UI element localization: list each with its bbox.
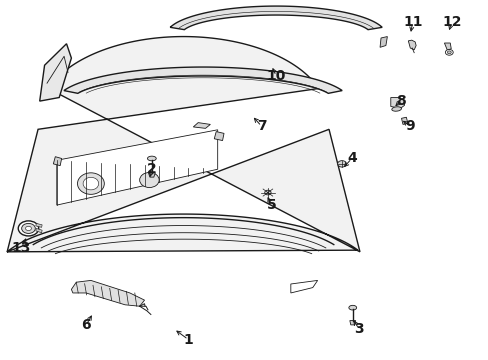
Polygon shape bbox=[40, 44, 71, 101]
Polygon shape bbox=[390, 98, 404, 108]
Text: 11: 11 bbox=[402, 15, 422, 29]
Text: 5: 5 bbox=[266, 198, 276, 212]
Polygon shape bbox=[71, 280, 144, 306]
Text: 2: 2 bbox=[147, 162, 157, 176]
Ellipse shape bbox=[140, 172, 159, 188]
Polygon shape bbox=[379, 37, 386, 47]
Polygon shape bbox=[57, 130, 217, 205]
Polygon shape bbox=[290, 280, 317, 293]
Ellipse shape bbox=[445, 49, 452, 55]
Polygon shape bbox=[64, 67, 342, 93]
Polygon shape bbox=[170, 6, 382, 30]
Text: 13: 13 bbox=[11, 241, 31, 255]
Ellipse shape bbox=[21, 224, 35, 233]
Text: 8: 8 bbox=[395, 94, 405, 108]
Polygon shape bbox=[444, 43, 450, 50]
Ellipse shape bbox=[337, 161, 346, 167]
Ellipse shape bbox=[25, 226, 31, 230]
Polygon shape bbox=[36, 228, 42, 233]
Polygon shape bbox=[36, 224, 42, 227]
Text: 3: 3 bbox=[353, 322, 363, 336]
Text: 1: 1 bbox=[183, 333, 193, 347]
Polygon shape bbox=[349, 320, 355, 325]
Ellipse shape bbox=[447, 51, 450, 54]
Polygon shape bbox=[193, 123, 210, 129]
Ellipse shape bbox=[83, 177, 99, 190]
Polygon shape bbox=[214, 132, 224, 140]
Polygon shape bbox=[148, 173, 155, 177]
Polygon shape bbox=[7, 37, 359, 252]
Polygon shape bbox=[401, 117, 407, 125]
Ellipse shape bbox=[77, 173, 104, 194]
Ellipse shape bbox=[391, 107, 401, 111]
Text: 7: 7 bbox=[256, 119, 266, 133]
Ellipse shape bbox=[348, 305, 356, 310]
Polygon shape bbox=[53, 157, 61, 166]
Polygon shape bbox=[407, 40, 415, 50]
Text: 10: 10 bbox=[266, 69, 285, 83]
Ellipse shape bbox=[264, 190, 270, 195]
Text: 9: 9 bbox=[405, 119, 414, 133]
Text: 12: 12 bbox=[441, 15, 461, 29]
Ellipse shape bbox=[18, 221, 39, 236]
Ellipse shape bbox=[147, 156, 156, 161]
Text: 4: 4 bbox=[346, 152, 356, 166]
Text: 6: 6 bbox=[81, 318, 91, 332]
